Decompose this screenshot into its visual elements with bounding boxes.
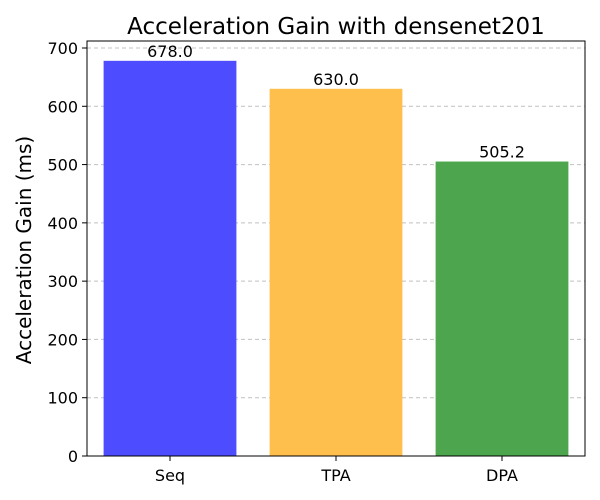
y-tick-label: 500 — [47, 156, 78, 175]
data-label: 630.0 — [313, 70, 359, 89]
x-tick-label: TPA — [320, 466, 350, 485]
y-tick-label: 0 — [68, 447, 78, 466]
y-tick-label: 700 — [47, 39, 78, 58]
y-tick-label: 100 — [47, 389, 78, 408]
y-tick-label: 300 — [47, 272, 78, 291]
y-tick-label: 600 — [47, 97, 78, 116]
y-axis-label: Acceleration Gain (ms) — [12, 136, 36, 365]
y-tick-label: 400 — [47, 214, 78, 233]
x-axis-ticks: Seq TPA DPA — [155, 456, 518, 485]
data-label: 678.0 — [147, 42, 193, 61]
data-label: 505.2 — [479, 143, 525, 162]
x-tick-label: Seq — [155, 466, 185, 485]
x-tick-label: DPA — [486, 466, 518, 485]
bar-seq — [103, 60, 237, 457]
y-tick-label: 200 — [47, 330, 78, 349]
data-labels: 678.0 630.0 505.2 — [147, 42, 525, 162]
bar-tpa — [269, 88, 403, 456]
bar-dpa — [435, 161, 569, 457]
y-axis-ticks: 0 100 200 300 400 500 600 700 — [47, 39, 87, 466]
bars — [103, 60, 569, 457]
chart-title: Acceleration Gain with densenet201 — [127, 14, 545, 40]
plot-frame — [86, 40, 586, 457]
